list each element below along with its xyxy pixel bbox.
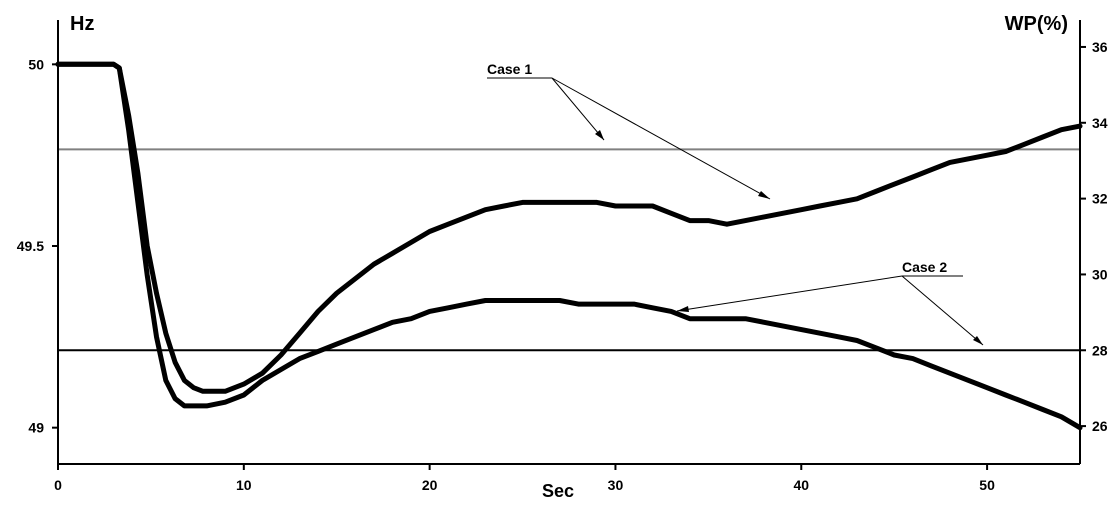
reference-lines <box>58 148 1080 352</box>
case2-label: Case 2 <box>902 259 947 275</box>
x-tick-label: 10 <box>236 477 252 493</box>
x-tick-label: 20 <box>422 477 438 493</box>
x-tick-label: 30 <box>608 477 624 493</box>
case1-arrowhead-2 <box>758 191 770 199</box>
series-layer <box>55 61 1083 431</box>
case1-arrowhead-1 <box>595 130 604 140</box>
right-y-tick-label: 32 <box>1092 191 1108 207</box>
case1-label: Case 1 <box>487 61 532 77</box>
right-axis-unit-label: WP(%) <box>1005 13 1068 35</box>
ticks-layer: 0 10 20 30 40 50 49 49.5 50 26 28 30 32 34 36 <box>17 39 1108 493</box>
x-tick-label: 50 <box>979 477 995 493</box>
annotations <box>487 77 984 346</box>
right-y-tick-label: 30 <box>1092 266 1108 282</box>
axes-layer <box>57 20 1081 465</box>
right-y-tick-label: 34 <box>1092 115 1108 131</box>
case2-arrowhead-1 <box>677 306 689 312</box>
x-tick-label: 0 <box>54 477 62 493</box>
series-line-1 <box>55 61 1083 394</box>
left-y-tick-label: 49.5 <box>17 238 44 254</box>
case2-arrowhead-2 <box>973 336 983 345</box>
left-y-tick-label: 49 <box>28 420 44 436</box>
case2-arrow-2 <box>901 275 984 346</box>
case1-arrow-2 <box>551 77 771 200</box>
case1-arrow-1 <box>551 77 605 141</box>
series-line-2 <box>55 61 1083 431</box>
x-tick-label: 40 <box>793 477 809 493</box>
left-y-tick-label: 50 <box>28 56 44 72</box>
right-y-tick-label: 26 <box>1092 418 1108 434</box>
left-axis-unit-label: Hz <box>70 13 94 35</box>
x-axis-label: Sec <box>542 481 574 500</box>
right-y-tick-label: 28 <box>1092 342 1108 358</box>
case2-arrow-1 <box>676 275 903 312</box>
right-y-tick-label: 36 <box>1092 39 1108 55</box>
